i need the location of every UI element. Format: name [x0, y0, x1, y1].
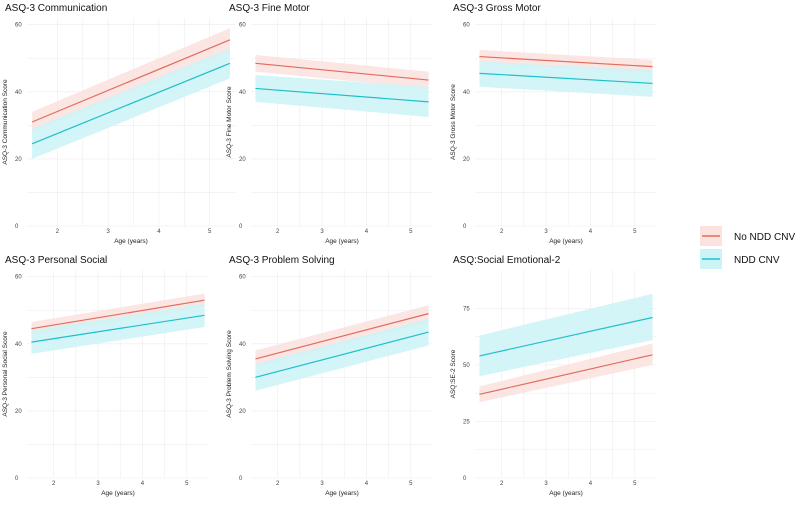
x-tick-label: 5	[633, 229, 637, 235]
y-tick-label: 40	[239, 342, 246, 348]
panel-5: 2 3 4 5 0 20 40 60 ASQ-3 Problem Solving Age (yea…	[226, 255, 433, 497]
y-tick-label: 25	[463, 419, 470, 425]
legend-label: NDD CNV	[734, 255, 780, 266]
y-tick-label: 40	[463, 90, 470, 96]
ci-band-no-ndd-cnv	[32, 28, 230, 133]
x-axis-label: Age (years)	[549, 490, 583, 497]
y-tick-label: 20	[239, 157, 246, 163]
y-tick-label: 20	[15, 409, 22, 415]
x-axis-label: Age (years)	[325, 238, 359, 245]
ci-band-ndd-cnv	[479, 293, 653, 377]
series-line-no-ndd-cnv	[31, 299, 205, 330]
series-line-ndd-cnv	[479, 316, 653, 357]
x-tick-label: 5	[208, 229, 212, 235]
x-tick-label: 2	[276, 481, 280, 487]
y-axis-label: ASQ-3 Communication Score	[2, 79, 9, 165]
x-tick-label: 3	[106, 229, 110, 235]
x-tick-label: 2	[276, 229, 280, 235]
x-tick-label: 4	[589, 229, 593, 235]
x-tick-label: 3	[96, 481, 100, 487]
y-axis-label: ASQ-3 Personal Social Score	[2, 331, 9, 417]
y-tick-label: 0	[239, 224, 243, 230]
ci-band-ndd-cnv	[255, 75, 429, 117]
panel-3: 2 3 4 5 0 20 40 60 ASQ-3 Gross Motor Age (years) A…	[450, 3, 657, 245]
y-tick-label: 20	[463, 157, 470, 163]
y-tick-label: 0	[15, 476, 19, 482]
series-line-ndd-cnv	[31, 62, 231, 145]
panel-2: 2 3 4 5 0 20 40 60 ASQ-3 Fine Motor Age (years) AS…	[226, 3, 433, 245]
x-tick-label: 3	[320, 481, 324, 487]
panel-1: 2 3 4 5 0 20 40 60 ASQ-3 Communication Age (years…	[2, 3, 235, 245]
y-tick-label: 40	[15, 90, 22, 96]
y-tick-label: 40	[15, 342, 22, 348]
y-tick-label: 50	[463, 363, 470, 369]
series-line-ndd-cnv	[31, 314, 205, 343]
panel-title: ASQ-3 Communication	[5, 3, 107, 14]
panel-title: ASQ:Social Emotional-2	[453, 255, 561, 266]
x-tick-label: 5	[409, 481, 413, 487]
y-tick-label: 0	[15, 224, 19, 230]
series-line-ndd-cnv	[479, 72, 653, 85]
ci-band-ndd-cnv	[479, 61, 653, 97]
series-line-ndd-cnv	[255, 87, 429, 103]
y-tick-label: 0	[463, 476, 467, 482]
y-tick-label: 60	[463, 23, 470, 29]
x-axis-label: Age (years)	[549, 238, 583, 245]
x-tick-label: 4	[365, 481, 369, 487]
series-line-no-ndd-cnv	[479, 354, 653, 395]
panel-title: ASQ-3 Fine Motor	[229, 3, 310, 14]
series-line-no-ndd-cnv	[255, 62, 429, 81]
y-tick-label: 60	[15, 23, 22, 29]
y-tick-label: 60	[239, 275, 246, 281]
x-tick-label: 2	[500, 229, 504, 235]
y-axis-label: ASQ-3 Fine Motor Score	[226, 86, 233, 158]
legend: No NDD CNV NDD CNV	[700, 226, 795, 269]
x-tick-label: 2	[56, 229, 60, 235]
x-tick-label: 5	[633, 481, 637, 487]
x-tick-label: 4	[141, 481, 145, 487]
x-tick-label: 3	[320, 229, 324, 235]
y-tick-label: 20	[239, 409, 246, 415]
x-tick-label: 2	[52, 481, 56, 487]
y-axis-label: ASQ:SE-2 Score	[450, 349, 457, 398]
x-tick-label: 5	[409, 229, 413, 235]
y-axis-label: ASQ-3 Gross Motor Score	[450, 84, 457, 160]
ci-band-no-ndd-cnv	[479, 343, 653, 403]
x-tick-label: 4	[365, 229, 369, 235]
y-tick-label: 60	[239, 23, 246, 29]
x-tick-label: 4	[589, 481, 593, 487]
x-tick-label: 4	[157, 229, 161, 235]
panel-4: 2 3 4 5 0 20 40 60 ASQ-3 Personal Social Age (yea…	[2, 255, 209, 497]
series-line-ndd-cnv	[255, 331, 429, 378]
x-axis-label: Age (years)	[325, 490, 359, 497]
y-tick-label: 0	[239, 476, 243, 482]
x-tick-label: 3	[544, 481, 548, 487]
x-tick-label: 3	[544, 229, 548, 235]
y-axis-label: ASQ-3 Problem Solving Score	[226, 330, 233, 418]
y-tick-label: 75	[463, 306, 470, 312]
x-axis-label: Age (years)	[101, 490, 135, 497]
y-tick-label: 40	[239, 90, 246, 96]
y-tick-label: 0	[463, 224, 467, 230]
panel-title: ASQ-3 Problem Solving	[229, 255, 335, 266]
series-line-no-ndd-cnv	[255, 313, 429, 360]
y-tick-label: 60	[15, 275, 22, 281]
y-tick-label: 20	[15, 157, 22, 163]
x-tick-label: 5	[185, 481, 189, 487]
panel-title: ASQ-3 Gross Motor	[453, 3, 541, 14]
series-line-no-ndd-cnv	[31, 39, 231, 123]
x-axis-label: Age (years)	[114, 238, 148, 245]
x-tick-label: 2	[500, 481, 504, 487]
panel-title: ASQ-3 Personal Social	[5, 255, 107, 266]
series-line-no-ndd-cnv	[479, 55, 653, 68]
legend-label: No NDD CNV	[734, 232, 795, 243]
